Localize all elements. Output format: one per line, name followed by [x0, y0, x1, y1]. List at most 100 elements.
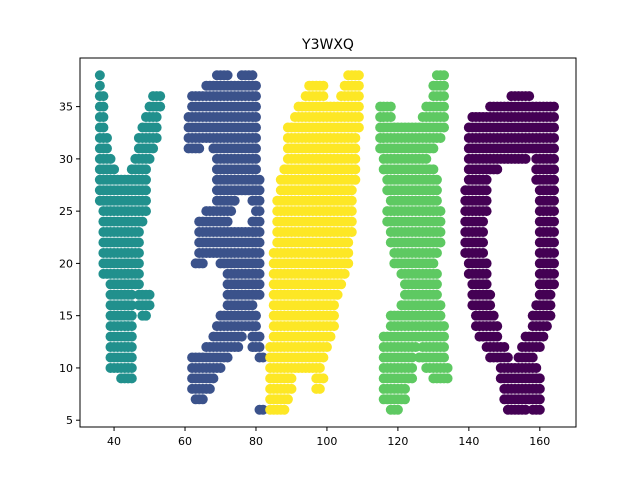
data-points	[94, 70, 559, 415]
point-3	[194, 143, 205, 154]
point-3	[250, 122, 261, 133]
point-Y	[144, 300, 155, 311]
point-Y	[101, 143, 112, 154]
point-Y	[98, 91, 109, 102]
point-X	[399, 394, 410, 405]
point-Y	[133, 258, 144, 269]
point-Q	[478, 237, 489, 248]
point-Y	[98, 112, 109, 123]
series-W	[265, 70, 364, 415]
point-X	[410, 342, 421, 353]
point-Q	[534, 404, 545, 415]
y-axis: 5 10 15 20 25 30 35	[59, 101, 80, 427]
point-Y	[155, 91, 166, 102]
y-tick-label: 15	[59, 310, 73, 323]
point-3	[250, 164, 261, 175]
point-W	[346, 216, 357, 227]
point-W	[353, 112, 364, 123]
point-X	[431, 195, 442, 206]
point-Q	[549, 143, 559, 154]
point-X	[439, 91, 450, 102]
point-W	[332, 289, 343, 300]
point-Q	[549, 206, 559, 217]
point-3	[250, 80, 261, 91]
point-Q	[541, 321, 552, 332]
point-Q	[481, 279, 492, 290]
point-3	[254, 342, 265, 353]
point-Q	[549, 279, 559, 290]
point-Y	[126, 300, 137, 311]
point-W	[343, 258, 354, 269]
point-W	[353, 101, 364, 112]
point-X	[435, 237, 446, 248]
point-Q	[549, 101, 559, 112]
point-Q	[534, 373, 545, 384]
series-Y	[94, 70, 166, 384]
point-Q	[549, 237, 559, 248]
point-Y	[133, 279, 144, 290]
y-tick-label: 35	[59, 101, 73, 114]
point-3	[250, 112, 261, 123]
x-tick-label: 100	[316, 435, 337, 448]
point-W	[350, 143, 361, 154]
series-3	[183, 70, 269, 415]
point-3	[254, 289, 265, 300]
point-X	[431, 289, 442, 300]
point-Q	[534, 342, 545, 353]
point-W	[346, 227, 357, 238]
point-Q	[549, 268, 559, 279]
point-Q	[549, 174, 559, 185]
point-Y	[126, 331, 137, 342]
point-Y	[98, 101, 109, 112]
point-X	[407, 362, 418, 373]
point-W	[286, 373, 297, 384]
point-Y	[144, 153, 155, 164]
point-Q	[502, 352, 513, 363]
point-Y	[144, 289, 155, 300]
y-tick-label: 25	[59, 205, 73, 218]
series-X	[375, 70, 453, 415]
point-Q	[478, 247, 489, 258]
y-tick-label: 20	[59, 257, 73, 270]
x-tick-label: 80	[249, 435, 263, 448]
point-Y	[126, 310, 137, 321]
point-Q	[481, 185, 492, 196]
point-3	[250, 132, 261, 143]
point-X	[407, 352, 418, 363]
point-Q	[549, 132, 559, 143]
point-Q	[499, 342, 510, 353]
point-3	[254, 247, 265, 258]
point-Y	[151, 122, 162, 133]
point-3	[229, 195, 240, 206]
point-Q	[492, 331, 503, 342]
point-Q	[481, 206, 492, 217]
point-3	[250, 310, 261, 321]
point-Y	[151, 132, 162, 143]
point-W	[279, 404, 290, 415]
point-X	[439, 112, 450, 123]
point-3	[254, 268, 265, 279]
point-Q	[549, 153, 559, 164]
point-Q	[485, 300, 496, 311]
point-X	[439, 101, 450, 112]
point-Y	[133, 227, 144, 238]
point-Q	[481, 174, 492, 185]
point-X	[407, 373, 418, 384]
point-X	[385, 112, 396, 123]
point-W	[329, 310, 340, 321]
point-3	[222, 70, 233, 81]
point-X	[435, 227, 446, 238]
point-W	[336, 279, 347, 290]
point-Q	[485, 289, 496, 300]
point-Q	[545, 310, 556, 321]
point-Q	[545, 300, 556, 311]
point-Y	[140, 185, 151, 196]
point-3	[204, 383, 215, 394]
point-W	[353, 70, 364, 81]
point-Y	[133, 237, 144, 248]
point-W	[346, 206, 357, 217]
point-W	[343, 247, 354, 258]
point-X	[442, 373, 453, 384]
point-Y	[105, 153, 116, 164]
point-X	[385, 101, 396, 112]
